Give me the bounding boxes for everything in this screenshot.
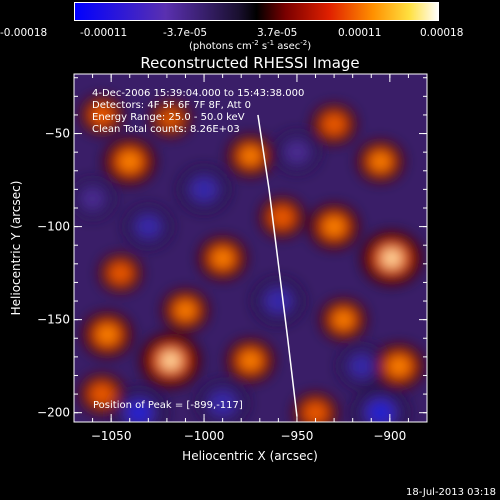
annotation-method: Clean Total counts: 8.26E+03 (92, 124, 240, 135)
y-axis-label: Heliocentric Y (arcsec) (9, 181, 23, 316)
y-tick-label: −50 (45, 127, 70, 141)
heatmap-blob (212, 394, 233, 413)
heatmap-blob (383, 251, 400, 266)
colorbar (74, 2, 439, 21)
heatmap-blob (96, 110, 108, 120)
heatmap-blob (374, 156, 387, 167)
solar-limb-curve (257, 114, 298, 417)
colorbar-tick-6: 0.00018 (420, 27, 463, 39)
colorbar-gradient (74, 2, 439, 21)
heatmap-blob (101, 328, 114, 341)
timestamp: 18-Jul-2013 03:18 (406, 487, 496, 498)
heatmap-blob (83, 190, 102, 207)
heatmap-blob (309, 407, 322, 418)
x-tick-label: −950 (280, 429, 313, 443)
annotation-time: 4-Dec-2006 15:39:04.000 to 15:43:38.000 (92, 88, 304, 99)
y-tick-label: −200 (37, 406, 70, 420)
annotations: 4-Dec-2006 15:39:04.000 to 15:43:38.000 … (92, 88, 304, 411)
annotation-detectors: Detectors: 4F 5F 6F 7F 8F, Att 0 (92, 100, 251, 111)
heatmap-blob (369, 402, 393, 422)
y-tick-label: −100 (37, 220, 70, 234)
heatmap-blob (276, 212, 288, 223)
heatmap-blob (123, 155, 137, 168)
heatmap-blob (337, 314, 350, 326)
x-tick-label: −1000 (184, 429, 225, 443)
axes: −1050 −1000 −950 −900 −50 −100 −150 −200 (37, 74, 428, 443)
chart-title: Reconstructed RHESSI Image (140, 54, 359, 72)
colorbar-tick-2: -0.00011 (80, 27, 127, 39)
annotation-energy: Energy Range: 25.0 - 50.0 keV (92, 112, 245, 123)
heatmap-blob (268, 291, 289, 311)
heatmap-blob (193, 180, 215, 199)
heatmap-blob (287, 143, 307, 161)
heatmap-blob (96, 388, 108, 400)
y-tick-label: −150 (37, 313, 70, 327)
colorbar-tick-5: 0.00011 (338, 27, 381, 39)
colorbar-ticks: -0.00018 -0.00011 -3.7e-05 3.7e-05 0.000… (0, 27, 463, 39)
colorbar-tick-3: -3.7e-05 (163, 27, 207, 39)
heatmap (74, 95, 424, 422)
heatmap-blob (138, 217, 158, 236)
plot-frame (73, 73, 428, 423)
heatmap-blob (114, 268, 126, 279)
colorbar-tick-4: 3.7e-05 (257, 27, 297, 39)
heatmap-blob (244, 150, 257, 162)
x-axis-label: Heliocentric X (arcsec) (182, 449, 318, 463)
annotation-peak: Position of Peak = [-899,-117] (93, 400, 243, 411)
heatmap-blob (392, 360, 406, 372)
heatmap-blob (352, 357, 372, 375)
heatmap-blob (244, 355, 257, 367)
x-tick-label: −900 (373, 429, 406, 443)
heatmap-blob (127, 402, 151, 422)
heatmap-blob (179, 304, 192, 316)
heatmap-blob (165, 113, 176, 124)
x-tick-label: −1050 (91, 429, 132, 443)
colorbar-units: (photons cm-2 s-1 asec-2) (189, 39, 311, 52)
heatmap-blob (327, 220, 341, 233)
heatmap-blob (216, 252, 229, 264)
heatmap-blob (328, 119, 340, 130)
colorbar-tick-1: -0.00018 (0, 27, 47, 39)
heatmap-blob (162, 353, 179, 368)
